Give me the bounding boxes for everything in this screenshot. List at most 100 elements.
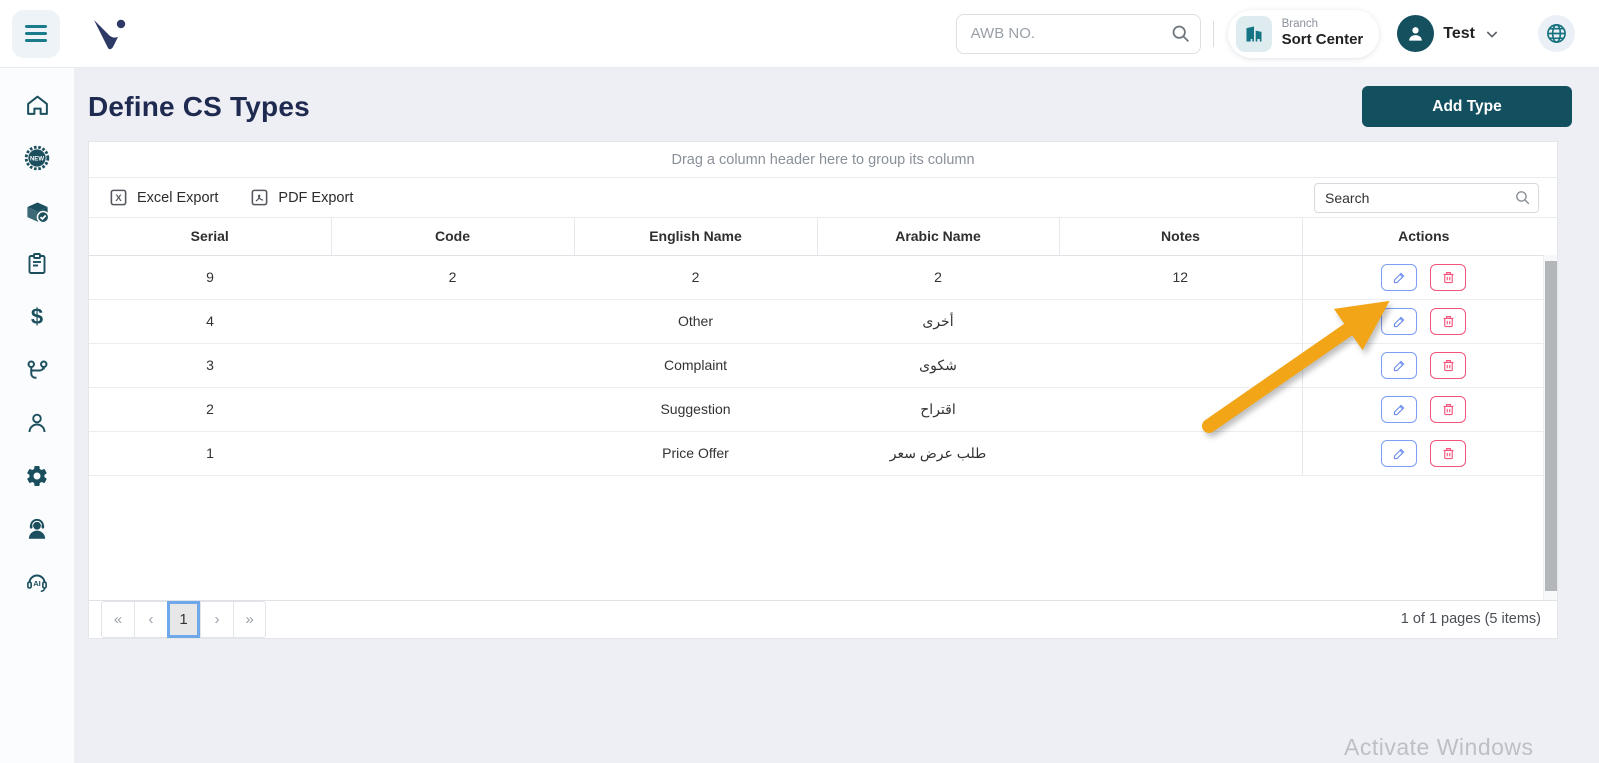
cell-english-name: Complaint bbox=[574, 343, 817, 388]
cell-notes bbox=[1059, 343, 1302, 388]
main-content: Define CS Types Add Type Drag a column h… bbox=[74, 68, 1599, 763]
branch-value: Sort Center bbox=[1281, 31, 1364, 49]
brand-logo[interactable] bbox=[88, 14, 134, 54]
building-icon bbox=[1235, 15, 1272, 52]
sidebar: NEW $ AI bbox=[0, 68, 74, 763]
cell-arabic-name: اقتراح bbox=[817, 387, 1059, 432]
grid-search bbox=[1314, 182, 1539, 213]
avatar bbox=[1397, 15, 1435, 52]
sidebar-item-new[interactable]: NEW bbox=[22, 145, 52, 171]
column-header-arabic-name[interactable]: Arabic Name bbox=[817, 218, 1060, 256]
sidebar-item-shipments[interactable] bbox=[22, 198, 52, 224]
table-empty-area bbox=[89, 475, 1557, 600]
cs-types-grid: Drag a column header here to group its c… bbox=[88, 141, 1558, 639]
pagination-info: 1 of 1 pages (5 items) bbox=[1400, 611, 1541, 627]
branch-selector[interactable]: Branch Sort Center bbox=[1227, 9, 1380, 58]
edit-button[interactable] bbox=[1381, 395, 1418, 423]
awb-search bbox=[955, 13, 1201, 54]
delete-button[interactable] bbox=[1430, 351, 1467, 379]
cell-code bbox=[331, 431, 574, 476]
delete-button[interactable] bbox=[1430, 263, 1467, 291]
edit-button[interactable] bbox=[1381, 263, 1418, 291]
dollar-icon: $ bbox=[31, 304, 43, 329]
table-row: 3 Complaint شكوى bbox=[89, 343, 1545, 388]
pager: « ‹ 1 › » bbox=[101, 600, 266, 638]
cell-code bbox=[331, 343, 574, 388]
windows-activation-watermark: Activate Windows Go to Settings to activ… bbox=[1344, 734, 1589, 763]
cell-notes: 12 bbox=[1059, 255, 1302, 300]
excel-export-button[interactable]: X Excel Export bbox=[109, 188, 218, 207]
user-menu[interactable]: Test bbox=[1397, 15, 1500, 52]
column-header-english-name[interactable]: English Name bbox=[574, 218, 818, 256]
package-check-icon bbox=[26, 202, 50, 224]
cell-serial: 1 bbox=[89, 431, 331, 476]
delete-button[interactable] bbox=[1430, 439, 1467, 467]
pager-page-1[interactable]: 1 bbox=[167, 600, 200, 638]
pager-next-button[interactable]: › bbox=[200, 600, 233, 638]
cell-serial: 3 bbox=[89, 343, 331, 388]
edit-button[interactable] bbox=[1381, 439, 1418, 467]
pdf-export-button[interactable]: PDF Export bbox=[250, 188, 353, 207]
table-scrollbar[interactable] bbox=[1543, 255, 1557, 600]
add-type-button[interactable]: Add Type bbox=[1362, 86, 1572, 127]
cell-english-name: 2 bbox=[574, 255, 817, 300]
home-icon bbox=[26, 95, 48, 115]
pdf-icon bbox=[251, 189, 268, 206]
grid-search-input[interactable] bbox=[1314, 182, 1539, 213]
edit-button[interactable] bbox=[1381, 351, 1418, 379]
table-row: 2 Suggestion اقتراح bbox=[89, 387, 1545, 432]
clipboard-icon bbox=[28, 253, 46, 274]
cell-notes bbox=[1059, 387, 1302, 432]
sidebar-item-ai-assistant[interactable]: AI bbox=[22, 569, 52, 595]
sidebar-item-orders[interactable] bbox=[22, 251, 52, 277]
edit-button[interactable] bbox=[1381, 307, 1418, 335]
language-button[interactable] bbox=[1538, 15, 1575, 52]
topbar: Branch Sort Center Test bbox=[0, 0, 1599, 68]
delete-button[interactable] bbox=[1430, 307, 1467, 335]
chevron-down-icon bbox=[1486, 30, 1498, 38]
awb-search-input[interactable] bbox=[955, 13, 1201, 54]
pager-first-button[interactable]: « bbox=[101, 600, 134, 638]
svg-text:$: $ bbox=[31, 304, 43, 329]
gear-icon bbox=[27, 466, 47, 486]
watermark-line1: Activate Windows bbox=[1344, 734, 1534, 760]
sidebar-item-home[interactable] bbox=[22, 92, 52, 118]
pager-prev-button[interactable]: ‹ bbox=[134, 600, 167, 638]
cell-notes bbox=[1059, 299, 1302, 344]
topbar-divider bbox=[1212, 20, 1214, 47]
cell-arabic-name: 2 bbox=[817, 255, 1059, 300]
trash-icon bbox=[1443, 315, 1454, 327]
table-row: 9 2 2 2 12 bbox=[89, 255, 1545, 300]
search-icon bbox=[1514, 189, 1531, 211]
scrollbar-thumb[interactable] bbox=[1545, 261, 1557, 591]
ai-headset-icon: AI bbox=[27, 574, 47, 593]
cell-code bbox=[331, 299, 574, 344]
new-badge-icon: NEW bbox=[24, 145, 50, 171]
pager-last-button[interactable]: » bbox=[233, 600, 266, 638]
excel-export-label: Excel Export bbox=[137, 189, 219, 206]
trash-icon bbox=[1443, 403, 1454, 415]
cell-arabic-name: طلب عرض سعر bbox=[817, 431, 1059, 476]
cell-english-name: Other bbox=[574, 299, 817, 344]
cell-arabic-name: شكوى bbox=[817, 343, 1059, 388]
group-panel[interactable]: Drag a column header here to group its c… bbox=[89, 142, 1557, 178]
sidebar-item-support[interactable] bbox=[22, 516, 52, 542]
hamburger-menu-button[interactable] bbox=[12, 9, 60, 58]
column-header-notes[interactable]: Notes bbox=[1059, 218, 1303, 256]
sidebar-item-customers[interactable] bbox=[22, 410, 52, 436]
sidebar-item-workflow[interactable] bbox=[22, 357, 52, 383]
excel-icon: X bbox=[110, 189, 127, 206]
column-header-code[interactable]: Code bbox=[331, 218, 575, 256]
search-icon[interactable] bbox=[1170, 23, 1191, 49]
svg-text:AI: AI bbox=[33, 579, 41, 588]
table-header-row: Serial Code English Name Arabic Name Not… bbox=[89, 218, 1545, 256]
table-row: 4 Other أخرى bbox=[89, 299, 1545, 344]
pencil-icon bbox=[1393, 316, 1405, 327]
trash-icon bbox=[1443, 271, 1454, 283]
cell-serial: 4 bbox=[89, 299, 331, 344]
sidebar-item-finance[interactable]: $ bbox=[22, 304, 52, 330]
column-header-serial[interactable]: Serial bbox=[89, 218, 332, 256]
delete-button[interactable] bbox=[1430, 395, 1467, 423]
sidebar-item-settings[interactable] bbox=[22, 463, 52, 489]
